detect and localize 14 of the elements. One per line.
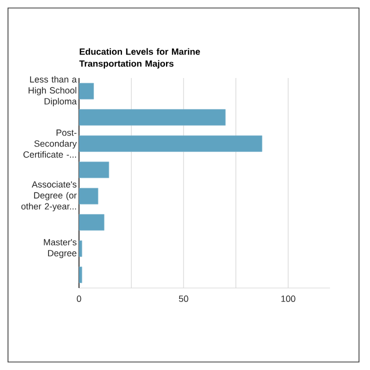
bar xyxy=(79,135,262,152)
bar xyxy=(79,82,94,100)
bar xyxy=(79,188,98,204)
y-tick-label: Post-Secondary Certificate -... xyxy=(23,130,77,158)
bar xyxy=(79,162,110,178)
x-tick-label: 0 xyxy=(76,296,82,302)
y-tick-label: Master's Degree xyxy=(44,239,76,258)
chart-title: Education Levels for Marine Transportation Majors xyxy=(79,48,200,69)
y-tick-label: Less than a High School Diploma xyxy=(28,76,77,106)
bar xyxy=(79,109,226,126)
x-tick-label: 50 xyxy=(178,296,188,302)
bar xyxy=(79,214,104,231)
x-tick-label: 100 xyxy=(281,296,296,302)
y-tick-label: Associate's Degree (or other 2-year... xyxy=(21,180,77,212)
